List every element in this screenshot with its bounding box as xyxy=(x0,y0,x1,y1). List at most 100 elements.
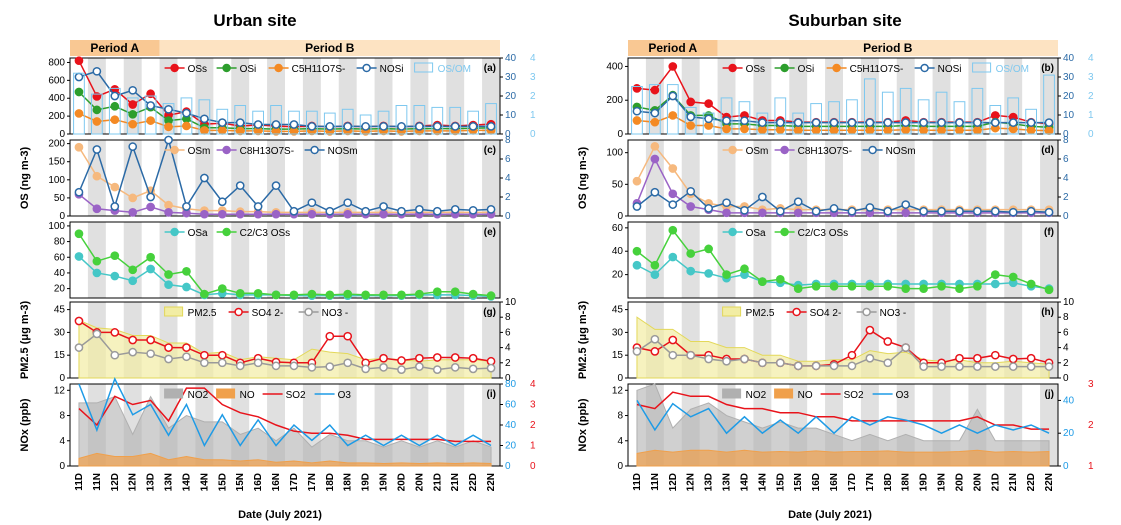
ytick-right-label: 6 xyxy=(505,154,511,165)
point-osa xyxy=(182,282,191,292)
point-nosi xyxy=(415,122,424,131)
point-osa xyxy=(74,252,84,261)
bar-os-om xyxy=(828,101,840,135)
bar-os-om xyxy=(738,101,751,135)
point-no3- xyxy=(432,365,442,374)
legend: OSa C2/C3 OSs xyxy=(164,227,290,239)
legend-marker xyxy=(304,307,313,317)
point-so4-2- xyxy=(973,353,982,363)
point-nosm xyxy=(829,204,839,213)
ytick-label: 0 xyxy=(59,129,65,140)
panel-label: (a) xyxy=(484,63,496,74)
night-band xyxy=(896,222,915,298)
ytick-label: 50 xyxy=(612,179,624,190)
area-no2 xyxy=(78,395,492,467)
point-nosi xyxy=(919,118,928,127)
legend-marker xyxy=(728,227,737,237)
point-nosm xyxy=(811,206,821,216)
xtick-label: 13N xyxy=(722,473,733,491)
panel-f: 20 40 60 (f) OSa C2/C3 OSs xyxy=(612,221,1059,299)
point-c2-c3-oss xyxy=(253,288,263,298)
point-c2-c3-oss xyxy=(883,281,893,291)
point-c5h11o7s- xyxy=(829,125,839,135)
bar-os-om xyxy=(431,106,444,135)
panel-d: 0 50 100 0 2 4 6 8 (d) OS (ng m-3) OSm C8H13O7S- NOS… xyxy=(577,135,1069,222)
legend-marker xyxy=(868,145,877,155)
bar-os-om xyxy=(702,112,715,135)
bar-os-om xyxy=(1043,74,1055,135)
night-band xyxy=(825,222,843,298)
panel-g: 0 15 30 45 0 2 4 6 8 10 (g) PM2.5 (μg m-3) PM2.5 SO4 … xyxy=(19,297,517,384)
ylabel: OS (ng m-3) xyxy=(19,147,31,210)
area-no xyxy=(78,452,492,467)
point-c2-c3-oss xyxy=(74,229,84,239)
night-band xyxy=(446,222,465,298)
bar-os-om xyxy=(792,112,805,135)
title-urban: Urban site xyxy=(213,11,296,30)
point-no3- xyxy=(722,356,731,366)
xtick-label: 21N xyxy=(1008,473,1019,491)
period-a-bar xyxy=(70,40,160,56)
legend-label: OSa xyxy=(188,228,208,239)
ytick-right-label: 0 xyxy=(1063,211,1069,222)
point-nosi xyxy=(235,118,245,127)
point-nosi xyxy=(343,122,353,131)
point-so4-2- xyxy=(847,350,857,360)
point-c2-c3-oss xyxy=(686,249,696,258)
bar-os-om xyxy=(810,103,822,135)
ytick-label: 0 xyxy=(59,461,65,472)
ytick-right-label: 40 xyxy=(1063,53,1075,64)
point-oss xyxy=(632,84,642,93)
point-nosi xyxy=(990,118,1000,127)
legend-label: PM2.5 xyxy=(746,308,775,319)
xtick-label: 20N xyxy=(972,473,983,491)
legend-label: NOSm xyxy=(886,146,916,157)
night-band xyxy=(374,140,393,216)
xtick-label: 13N xyxy=(164,473,175,491)
point-c5h11o7s- xyxy=(217,126,227,135)
point-c2-c3-oss xyxy=(379,290,388,300)
point-c5h11o7s- xyxy=(74,109,84,118)
ytick-right-label: 8 xyxy=(1063,135,1069,146)
xtick-label: 17D xyxy=(847,473,858,491)
bar-os-om xyxy=(270,105,282,135)
ytick-right2-label: 3 xyxy=(530,400,536,411)
xtick-label: 17D xyxy=(289,473,300,491)
point-c2-c3-oss xyxy=(128,265,138,275)
point-c2-c3-oss xyxy=(217,284,227,293)
point-c2-c3-oss xyxy=(865,281,875,291)
point-c8h13o7s- xyxy=(200,209,209,219)
ytick-right-label: 0 xyxy=(505,373,511,384)
point-so4-2- xyxy=(110,328,120,337)
point-so4-2- xyxy=(217,350,227,360)
point-c5h11o7s- xyxy=(919,125,928,135)
title-suburban: Suburban site xyxy=(788,11,901,30)
ytick-right-label: 40 xyxy=(505,420,517,431)
ytick-label: 50 xyxy=(54,193,66,204)
legend-marker xyxy=(170,63,179,73)
point-oss xyxy=(668,62,678,71)
point-nosm xyxy=(919,206,928,216)
night-band xyxy=(860,58,879,134)
point-no3- xyxy=(811,361,821,371)
xtick-label: 21N xyxy=(450,473,461,491)
point-c8h13o7s- xyxy=(235,209,245,219)
point-no3- xyxy=(74,343,84,352)
ytick-right2-label: 3 xyxy=(1088,379,1094,390)
panel-label: (h) xyxy=(1041,307,1054,318)
legend-label: C8H13O7S- xyxy=(798,146,852,157)
point-no3- xyxy=(758,358,767,368)
ytick-right-label: 40 xyxy=(1063,395,1075,406)
ytick-label: 12 xyxy=(54,385,66,396)
point-nosi xyxy=(740,116,749,126)
line-o3 xyxy=(636,400,1050,435)
night-band xyxy=(482,140,500,216)
ytick-label: 15 xyxy=(612,350,624,361)
ytick-label: 0 xyxy=(59,211,65,222)
point-no3- xyxy=(1026,362,1036,371)
point-nosi xyxy=(811,118,821,127)
xtick-label: 20N xyxy=(414,473,425,491)
